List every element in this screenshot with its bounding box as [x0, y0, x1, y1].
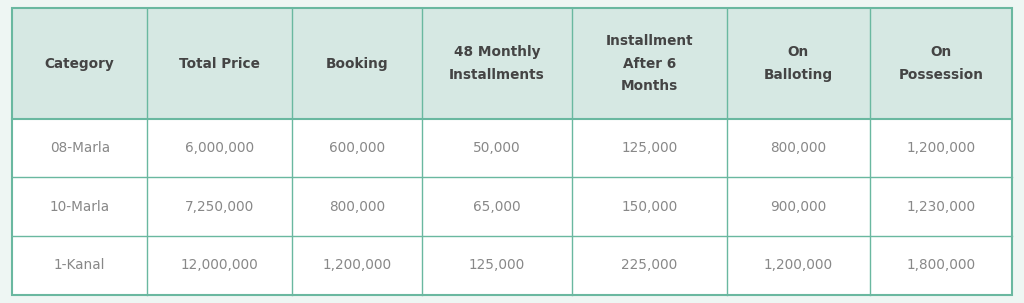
Text: 1,800,000: 1,800,000	[906, 258, 975, 272]
Text: 1,200,000: 1,200,000	[323, 258, 391, 272]
Text: 7,250,000: 7,250,000	[185, 200, 254, 214]
Text: Category: Category	[45, 57, 115, 71]
Text: 10-Marla: 10-Marla	[50, 200, 110, 214]
Bar	[12, 118, 1012, 177]
Text: Total Price: Total Price	[179, 57, 260, 71]
Text: 125,000: 125,000	[622, 141, 678, 155]
Text: 1,230,000: 1,230,000	[906, 200, 975, 214]
Text: Booking: Booking	[326, 57, 388, 71]
Text: 150,000: 150,000	[622, 200, 678, 214]
Text: On
Possession: On Possession	[898, 45, 983, 82]
Text: 65,000: 65,000	[473, 200, 521, 214]
Text: 125,000: 125,000	[469, 258, 525, 272]
Text: 48 Monthly
Installments: 48 Monthly Installments	[450, 45, 545, 82]
Text: 800,000: 800,000	[329, 200, 385, 214]
Text: 1-Kanal: 1-Kanal	[54, 258, 105, 272]
Text: Installment
After 6
Months: Installment After 6 Months	[605, 34, 693, 93]
Bar	[12, 177, 1012, 236]
Text: 900,000: 900,000	[770, 200, 826, 214]
Bar	[12, 8, 1012, 118]
Text: 600,000: 600,000	[329, 141, 385, 155]
Text: On
Balloting: On Balloting	[764, 45, 833, 82]
Text: 12,000,000: 12,000,000	[181, 258, 258, 272]
Text: 1,200,000: 1,200,000	[764, 258, 833, 272]
Bar	[12, 236, 1012, 295]
Text: 6,000,000: 6,000,000	[185, 141, 254, 155]
Text: 800,000: 800,000	[770, 141, 826, 155]
Text: 50,000: 50,000	[473, 141, 521, 155]
Text: 1,200,000: 1,200,000	[906, 141, 975, 155]
Text: 225,000: 225,000	[622, 258, 678, 272]
Text: 08-Marla: 08-Marla	[50, 141, 110, 155]
